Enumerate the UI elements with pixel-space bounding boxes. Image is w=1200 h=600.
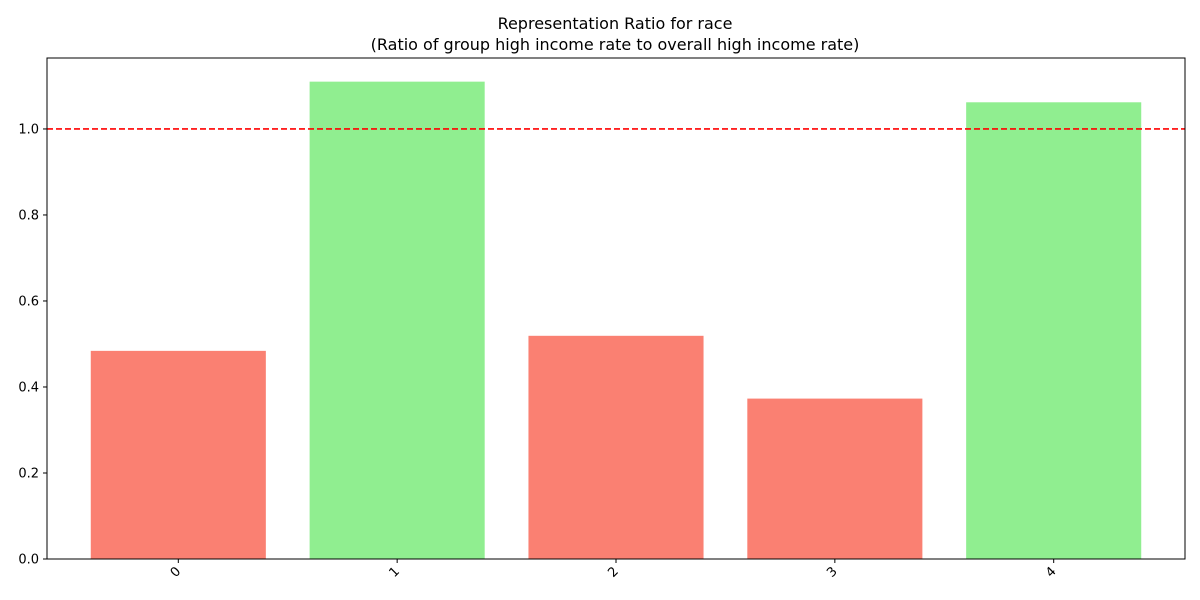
x-tick-label: 3: [824, 564, 840, 580]
y-tick-label: 0.8: [18, 208, 39, 223]
bar-2: [528, 335, 704, 559]
x-tick-label: 1: [387, 564, 403, 580]
bars-group: [90, 81, 1142, 560]
bar-1: [309, 81, 485, 560]
y-tick-label: 0.4: [18, 380, 39, 395]
y-tick-label: 1.0: [18, 122, 39, 137]
y-tick-label: 0.0: [18, 553, 39, 568]
x-tick-label: 2: [605, 564, 621, 580]
y-tick-label: 0.2: [18, 466, 39, 481]
x-tick-label: 0: [168, 564, 184, 580]
bar-4: [966, 102, 1142, 559]
bar-3: [747, 398, 923, 559]
bar-0: [90, 350, 266, 559]
y-tick-label: 0.6: [18, 294, 39, 309]
chart-subtitle: (Ratio of group high income rate to over…: [371, 35, 860, 54]
chart-title: Representation Ratio for race: [498, 14, 733, 33]
x-tick-label: 4: [1043, 564, 1059, 580]
